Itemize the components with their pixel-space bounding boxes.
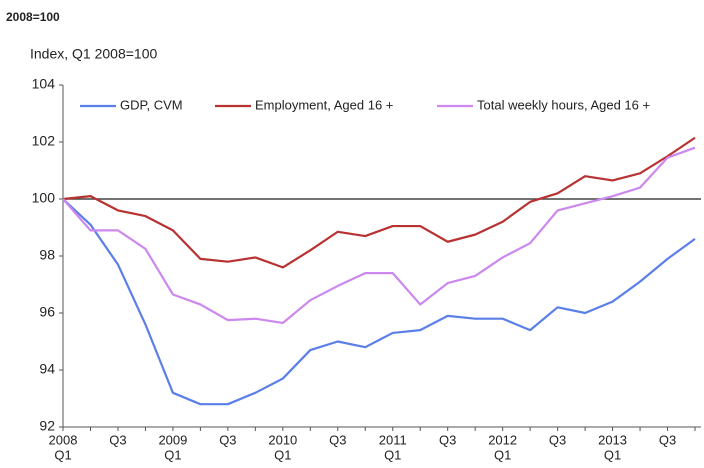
x-tick-label: 2010 — [268, 432, 297, 447]
series-line — [62, 198, 696, 406]
x-tick-sublabel: Q1 — [384, 447, 401, 462]
chart-subtitle: Index, Q1 2008=100 — [30, 46, 157, 62]
x-tick-label: 2013 — [598, 432, 627, 447]
y-tick-label: 98 — [39, 247, 55, 263]
x-tick-sublabel: Q1 — [54, 447, 71, 462]
series-line — [62, 146, 696, 325]
x-tick-label: Q3 — [109, 432, 126, 447]
x-tick-label: Q3 — [439, 432, 456, 447]
chart-title: 2008=100 — [6, 10, 60, 24]
y-tick-label: 102 — [32, 133, 56, 149]
x-tick-label: Q3 — [219, 432, 236, 447]
x-tick-label: 2011 — [379, 432, 407, 447]
y-tick-label: 96 — [39, 304, 55, 320]
x-tick-label: 2009 — [158, 432, 187, 447]
legend-label: GDP, CVM — [120, 97, 183, 112]
legend-label: Employment, Aged 16 + — [255, 97, 393, 112]
x-tick-sublabel: Q1 — [164, 447, 181, 462]
x-tick-sublabel: Q1 — [604, 447, 621, 462]
x-tick-sublabel: Q1 — [274, 447, 291, 462]
x-tick-label: Q3 — [659, 432, 676, 447]
y-tick-label: 104 — [32, 76, 56, 92]
y-tick-label: 94 — [39, 361, 55, 377]
x-tick-label: 2012 — [488, 432, 517, 447]
y-tick-label: 100 — [32, 190, 56, 206]
y-tick-label: 92 — [39, 418, 55, 434]
x-tick-label: 2008 — [49, 432, 78, 447]
x-tick-label: Q3 — [329, 432, 346, 447]
x-tick-label: Q3 — [549, 432, 566, 447]
legend-label: Total weekly hours, Aged 16 + — [477, 97, 650, 112]
series-line — [62, 136, 696, 269]
x-tick-sublabel: Q1 — [494, 447, 511, 462]
